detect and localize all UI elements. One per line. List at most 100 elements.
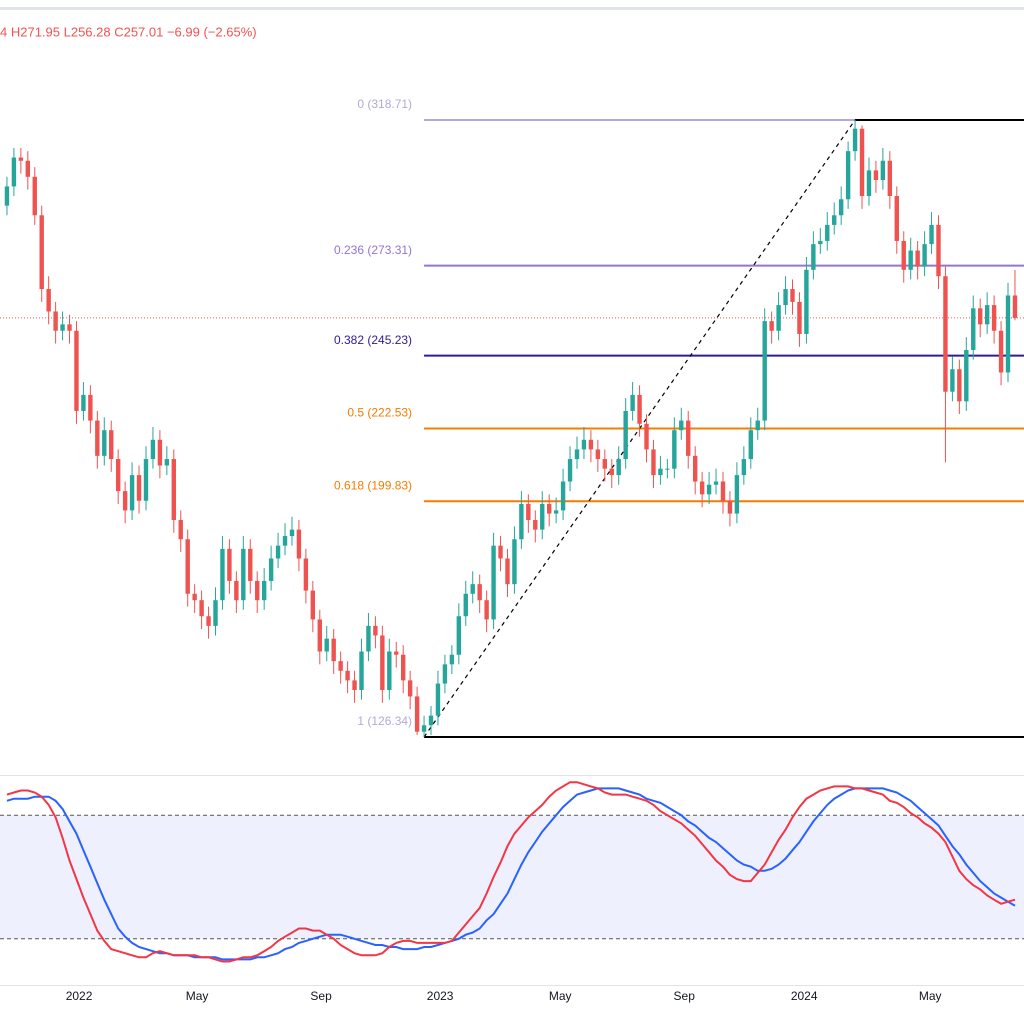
candle-body xyxy=(567,459,573,482)
price-pane: 0 (318.71) 0.236 (273.31) 0.382 (245.23) 0.… xyxy=(0,97,1024,739)
candle-body xyxy=(915,250,920,267)
x-tick-label: May xyxy=(186,989,209,1003)
candle-body xyxy=(880,160,886,180)
candle-body xyxy=(838,199,844,216)
x-tick-label: Sep xyxy=(674,989,696,1003)
candle-body xyxy=(60,324,65,331)
candle-body xyxy=(581,439,587,450)
candle-body xyxy=(804,269,809,334)
candle-body xyxy=(88,394,93,421)
candle-body xyxy=(713,481,719,485)
candle-body xyxy=(129,475,135,511)
candle-body xyxy=(957,369,962,402)
candle-body xyxy=(4,186,10,206)
candle-body xyxy=(401,654,406,681)
candle-body xyxy=(470,584,475,594)
candle-body xyxy=(74,330,79,411)
candle-body xyxy=(991,305,997,331)
candle-body xyxy=(241,548,246,601)
fib-level-label: 1 (126.34) xyxy=(357,714,412,728)
candle-body xyxy=(734,475,740,514)
candle-body xyxy=(658,468,663,476)
candle-body xyxy=(213,600,218,626)
candle-body xyxy=(380,635,385,690)
fib-level-label: 0.618 (199.83) xyxy=(334,478,412,492)
candle-body xyxy=(776,305,781,331)
candle-body xyxy=(199,600,204,617)
candle-body xyxy=(699,481,705,495)
candle-body xyxy=(275,545,281,559)
candle-body xyxy=(122,491,128,511)
candle-body xyxy=(136,475,142,501)
candle-body xyxy=(908,250,913,270)
candle-body xyxy=(540,503,545,530)
oscillator-line xyxy=(6,781,1016,963)
oscillator-pane xyxy=(0,781,1024,963)
candle-body xyxy=(289,529,295,537)
candle-body xyxy=(783,289,788,306)
candle-body xyxy=(491,545,496,620)
candle-body xyxy=(741,459,747,476)
candle-body xyxy=(998,330,1004,373)
candle-body xyxy=(46,289,51,312)
candle-body xyxy=(234,580,239,601)
candle-body xyxy=(407,680,413,697)
x-tick-label: 2024 xyxy=(791,989,818,1003)
candle-body xyxy=(623,410,628,460)
candle-body xyxy=(387,651,392,690)
candle-body xyxy=(936,224,941,277)
candle-body xyxy=(449,654,455,665)
candle-body xyxy=(811,244,816,270)
candle-body xyxy=(692,455,698,482)
candle-body xyxy=(18,157,24,161)
fib-level-label: 0.236 (273.31) xyxy=(334,243,412,257)
candle-body xyxy=(317,619,322,652)
candle-body xyxy=(533,520,538,530)
candle-body xyxy=(866,170,872,197)
candle-body xyxy=(887,160,893,197)
candle-body xyxy=(255,580,260,601)
candle-body xyxy=(192,593,197,601)
candle-body xyxy=(797,301,802,334)
candle-body xyxy=(748,430,753,460)
candle-body xyxy=(706,484,712,495)
candle-body xyxy=(901,240,906,270)
candle-body xyxy=(602,459,608,469)
candle-body xyxy=(102,430,107,456)
candle-body xyxy=(929,224,934,245)
candle-body xyxy=(282,536,288,546)
candle-body xyxy=(227,548,232,581)
candle-body xyxy=(157,439,163,466)
candle-body xyxy=(971,308,976,350)
candle-body xyxy=(109,430,114,460)
candle-body xyxy=(922,244,927,267)
fib-level-label: 0 (318.71) xyxy=(357,97,412,111)
candle-body xyxy=(825,224,830,241)
candle-body xyxy=(421,725,427,732)
candle-body xyxy=(1012,295,1018,318)
candle-body xyxy=(595,449,601,460)
candle-body xyxy=(428,715,434,726)
candle-body xyxy=(25,160,31,177)
candle-body xyxy=(720,481,726,501)
candle-body xyxy=(950,369,955,392)
candle-body xyxy=(651,449,656,476)
candle-body xyxy=(164,459,170,466)
candle-body xyxy=(644,423,649,450)
candle-body xyxy=(588,439,594,450)
x-tick-label: 2022 xyxy=(66,989,93,1003)
candle-body xyxy=(637,394,642,424)
candle-body xyxy=(727,500,733,514)
candle-body xyxy=(178,520,183,540)
candle-body xyxy=(373,625,378,636)
candle-body xyxy=(53,311,58,331)
candle-body xyxy=(672,430,677,469)
candle-body xyxy=(609,468,614,476)
candle-body xyxy=(268,558,274,581)
candle-body xyxy=(505,558,510,585)
candle-body xyxy=(435,683,441,716)
candle-body xyxy=(526,503,531,520)
candle-body xyxy=(359,651,364,690)
candle-body xyxy=(762,321,767,421)
